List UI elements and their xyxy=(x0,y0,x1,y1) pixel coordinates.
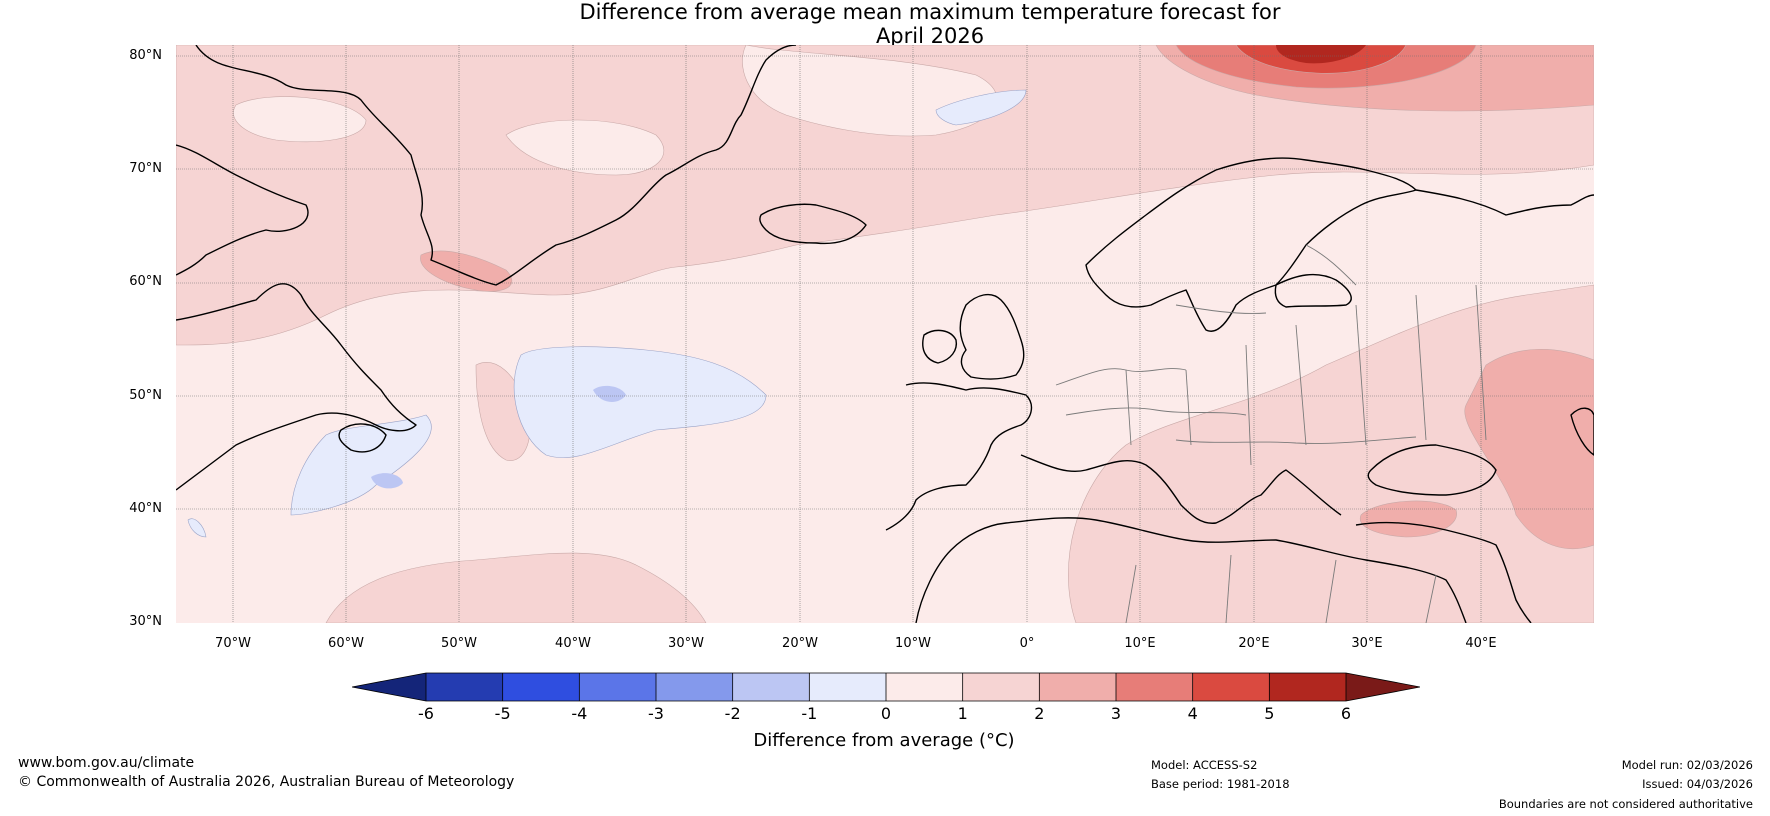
colorbar-tick-label: 2 xyxy=(1034,704,1045,723)
anomaly-pocket-north-2 xyxy=(505,119,665,176)
anomaly-cool-newfoundland xyxy=(290,414,432,516)
coast-levant xyxy=(1355,521,1532,623)
colorbar-extend-high xyxy=(1346,673,1420,701)
graticule xyxy=(176,45,1594,623)
colorbar-tick-label: 1 xyxy=(957,704,968,723)
lon-label-10w: 10°W xyxy=(895,636,931,651)
lat-label-30n: 30°N xyxy=(129,614,162,629)
coast-britain xyxy=(959,293,1025,380)
colorbar-segment xyxy=(1192,673,1270,701)
footer-website: www.bom.gov.au/climate xyxy=(18,755,195,771)
forecast-map xyxy=(176,45,1594,623)
colorbar-segment xyxy=(732,673,810,701)
footer-issued: Issued: 04/03/2026 xyxy=(1642,777,1753,791)
anomaly-cool-arctic xyxy=(935,89,1027,126)
map-canvas xyxy=(176,45,1594,623)
anomaly-region-south-atlantic xyxy=(325,552,707,623)
colorbar-tick-label: 4 xyxy=(1187,704,1198,723)
anomaly-region-east-warm xyxy=(1464,349,1594,549)
coast-iceland xyxy=(759,203,867,245)
lat-label-50n: 50°N xyxy=(129,388,162,403)
anomaly-arctic-5 xyxy=(1276,45,1366,64)
coast-europe-west xyxy=(885,382,1033,531)
colorbar-tick-label: -6 xyxy=(418,704,434,723)
footer-copyright: © Commonwealth of Australia 2026, Austra… xyxy=(18,774,515,790)
colorbar-tick-label: -5 xyxy=(494,704,511,723)
anomaly-cool-midatlantic xyxy=(513,346,767,458)
colorbar-segment xyxy=(426,673,504,701)
coast-mediterranean-north xyxy=(1020,454,1342,524)
colorbar-label: Difference from average (°C) xyxy=(0,730,1770,751)
colorbar-tick-label: 0 xyxy=(880,704,892,723)
lat-label-40n: 40°N xyxy=(129,501,162,516)
colorbar-tick-label: -1 xyxy=(801,704,818,723)
lon-label-30e: 30°E xyxy=(1351,636,1383,651)
footer-base-period: Base period: 1981-2018 xyxy=(1151,777,1290,791)
colorbar-segment xyxy=(809,673,887,701)
map-title: Difference from average mean maximum tem… xyxy=(0,0,1770,48)
colorbar-svg xyxy=(352,672,1420,702)
colorbar-segment xyxy=(579,673,657,701)
anomaly-pocket-north-1 xyxy=(742,45,998,137)
lon-label-10e: 10°E xyxy=(1124,636,1156,651)
colorbar-label-text: Difference from average (°C) xyxy=(753,730,1015,751)
coast-north-africa xyxy=(915,517,1467,623)
anomaly-region-turkey xyxy=(1359,500,1457,538)
map-title-line2: April 2026 xyxy=(875,24,985,48)
lon-label-30w: 30°W xyxy=(668,636,704,651)
colorbar-segment xyxy=(886,673,964,701)
lat-label-60n: 60°N xyxy=(129,274,162,289)
colorbar-segment xyxy=(656,673,734,701)
coast-scandinavia xyxy=(1085,157,1417,332)
lat-label-80n: 80°N xyxy=(129,48,162,63)
lat-label-70n: 70°N xyxy=(129,161,162,176)
colorbar-tick-label: 5 xyxy=(1264,704,1275,723)
lon-label-50w: 50°W xyxy=(441,636,477,651)
coast-labrador xyxy=(176,283,417,491)
colorbar-tick-label: 3 xyxy=(1110,704,1122,723)
colorbar xyxy=(352,672,1420,702)
colorbar-tick-label: 6 xyxy=(1340,704,1352,723)
lon-label-20w: 20°W xyxy=(782,636,818,651)
anomaly-region-labrador xyxy=(420,250,513,292)
coastlines xyxy=(176,45,1594,623)
colorbar-segment xyxy=(1039,673,1117,701)
lon-label-60w: 60°W xyxy=(328,636,364,651)
lon-label-40e: 40°E xyxy=(1465,636,1497,651)
anomaly-cool-small-west xyxy=(187,518,207,538)
anomaly-cool-core-2 xyxy=(371,473,403,489)
lon-label-0: 0° xyxy=(1019,636,1035,651)
anomaly-region-north xyxy=(176,45,1594,346)
lon-label-40w: 40°W xyxy=(555,636,591,651)
footer-model-run: Model run: 02/03/2026 xyxy=(1621,758,1753,772)
colorbar-segment xyxy=(502,673,580,701)
coast-ireland xyxy=(922,329,958,364)
country-borders xyxy=(1055,244,1487,623)
coast-finland xyxy=(1274,273,1352,308)
coast-caspian xyxy=(1570,407,1594,456)
coast-newfoundland xyxy=(338,423,387,453)
colorbar-segment xyxy=(1269,673,1347,701)
footer-disclaimer: Boundaries are not considered authoritat… xyxy=(1498,797,1753,811)
colorbar-tick-label: -2 xyxy=(724,704,741,723)
colorbar-segment xyxy=(1116,673,1194,701)
lon-label-20e: 20°E xyxy=(1238,636,1270,651)
footer-model: Model: ACCESS-S2 xyxy=(1151,758,1258,772)
map-title-line1: Difference from average mean maximum tem… xyxy=(579,0,1281,24)
coast-russia-north xyxy=(1415,189,1594,216)
colorbar-tick-label: -3 xyxy=(648,704,664,723)
lon-label-70w: 70°W xyxy=(215,636,251,651)
anomaly-cool-core-1 xyxy=(593,385,626,402)
colorbar-extend-low xyxy=(352,673,426,701)
coast-baffin xyxy=(176,144,309,276)
anomaly-pocket-north-3 xyxy=(233,96,367,143)
coast-greenland xyxy=(195,45,797,286)
colorbar-tick-label: -4 xyxy=(571,704,588,723)
coast-black-sea xyxy=(1367,444,1497,496)
colorbar-segment xyxy=(962,673,1040,701)
anomaly-region-southeast xyxy=(1068,284,1594,623)
